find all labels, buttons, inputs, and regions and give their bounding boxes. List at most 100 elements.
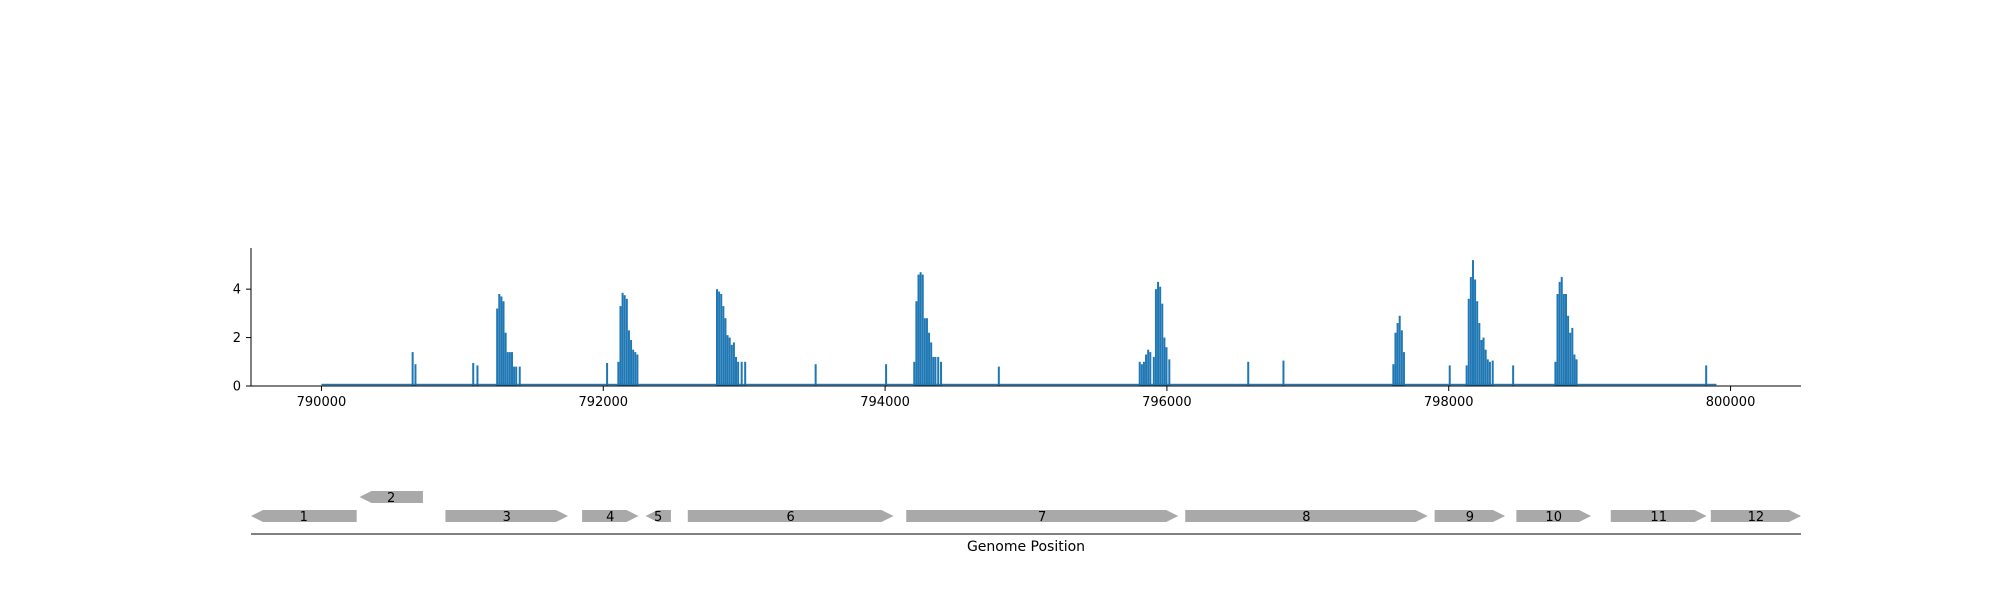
coverage-bar bbox=[1573, 354, 1576, 386]
coverage-bar bbox=[1168, 359, 1171, 386]
gene-arrow bbox=[1516, 510, 1592, 522]
coverage-bar bbox=[1157, 281, 1160, 386]
coverage-bar bbox=[1394, 332, 1397, 386]
coverage-bar bbox=[414, 364, 417, 386]
coverage-bar bbox=[634, 352, 637, 386]
coverage-bar bbox=[472, 363, 475, 386]
coverage-bar bbox=[1471, 260, 1474, 386]
coverage-bar bbox=[1575, 359, 1578, 386]
coverage-bar bbox=[1161, 303, 1164, 386]
coverage-bar bbox=[718, 291, 721, 386]
gene-label: 1 bbox=[300, 510, 308, 525]
coverage-bar bbox=[1554, 361, 1557, 386]
y-tick-label: 4 bbox=[233, 283, 241, 298]
coverage-baseline bbox=[321, 383, 1717, 386]
coverage-bar bbox=[1147, 349, 1150, 386]
coverage-bar bbox=[508, 352, 511, 386]
coverage-bars bbox=[321, 260, 1717, 386]
x-tick-label: 800000 bbox=[1706, 395, 1756, 410]
coverage-bar bbox=[1476, 301, 1479, 386]
coverage-bar bbox=[518, 366, 521, 386]
coverage-bar bbox=[1474, 279, 1477, 386]
coverage-bar bbox=[623, 295, 626, 386]
x-tick-label: 798000 bbox=[1424, 395, 1474, 410]
gene-label: 3 bbox=[503, 510, 511, 525]
coverage-bar bbox=[1469, 277, 1472, 386]
coverage-bar bbox=[928, 332, 931, 386]
gene-label: 6 bbox=[787, 510, 795, 525]
gene-label: 12 bbox=[1748, 510, 1765, 525]
y-tick-label: 2 bbox=[233, 331, 241, 346]
coverage-bar bbox=[1282, 360, 1285, 386]
coverage-bar bbox=[1402, 352, 1405, 386]
coverage-bar bbox=[730, 344, 733, 386]
gene-arrow bbox=[687, 510, 894, 522]
coverage-plot: 790000 792000 794000 796000 798000 800000 0 2 4 bbox=[233, 248, 1801, 410]
coverage-bar bbox=[621, 292, 624, 386]
coverage-bar bbox=[411, 352, 414, 386]
coverage-bar bbox=[930, 342, 933, 386]
coverage-bar bbox=[1140, 364, 1143, 386]
coverage-bar bbox=[1400, 330, 1403, 386]
gene-map-xlabel: Genome Position bbox=[967, 539, 1085, 555]
coverage-bar bbox=[1491, 360, 1494, 386]
x-tick-label: 790000 bbox=[297, 395, 347, 410]
coverage-bar bbox=[476, 365, 479, 386]
coverage-bar bbox=[1465, 365, 1468, 386]
coverage-bar bbox=[504, 332, 507, 386]
coverage-bar bbox=[617, 361, 620, 386]
coverage-bar bbox=[720, 294, 723, 386]
coverage-bar bbox=[515, 366, 518, 386]
coverage-bar bbox=[1567, 315, 1570, 386]
coverage-bar bbox=[625, 298, 628, 386]
coverage-bar bbox=[513, 366, 516, 386]
coverage-bar bbox=[1145, 354, 1148, 386]
coverage-bar bbox=[923, 318, 926, 386]
gene-arrow bbox=[582, 510, 639, 522]
coverage-bar bbox=[728, 337, 731, 386]
coverage-bar bbox=[627, 330, 630, 386]
coverage-bar bbox=[1165, 347, 1168, 386]
gene-arrow bbox=[645, 510, 671, 522]
coverage-bar bbox=[1138, 361, 1141, 386]
coverage-bar bbox=[726, 335, 729, 386]
coverage-bar bbox=[1163, 337, 1166, 386]
coverage-bar bbox=[1558, 281, 1561, 386]
coverage-bar bbox=[722, 306, 725, 386]
coverage-bar bbox=[1486, 359, 1489, 386]
gene-label: 10 bbox=[1545, 510, 1562, 525]
coverage-bar bbox=[500, 296, 503, 386]
coverage-bar bbox=[606, 363, 609, 386]
coverage-bar bbox=[1482, 337, 1485, 386]
gene-arrow bbox=[1185, 510, 1428, 522]
coverage-bar bbox=[925, 318, 928, 386]
y-axis-ticks: 0 2 4 bbox=[233, 283, 251, 395]
coverage-bar bbox=[1478, 323, 1481, 386]
coverage-bar bbox=[496, 308, 499, 386]
coverage-bar bbox=[636, 354, 639, 386]
coverage-bar bbox=[724, 318, 727, 386]
coverage-bar bbox=[921, 274, 924, 386]
coverage-bar bbox=[716, 289, 718, 386]
coverage-bar bbox=[740, 361, 743, 386]
coverage-bar bbox=[1247, 361, 1250, 386]
gene-label: 9 bbox=[1466, 510, 1474, 525]
x-tick-label: 796000 bbox=[1142, 395, 1192, 410]
coverage-bar bbox=[630, 340, 633, 386]
x-axis-ticks: 790000 792000 794000 796000 798000 800000 bbox=[297, 386, 1756, 410]
coverage-bar bbox=[1569, 332, 1572, 386]
coverage-bar bbox=[1467, 298, 1470, 386]
coverage-bar bbox=[1564, 294, 1567, 386]
coverage-bar bbox=[940, 361, 943, 386]
coverage-bar bbox=[506, 352, 509, 386]
gene-arrow bbox=[1710, 510, 1801, 522]
coverage-bar bbox=[1396, 323, 1399, 386]
coverage-bar bbox=[885, 364, 888, 386]
coverage-bar bbox=[1149, 352, 1152, 386]
coverage-bar bbox=[1560, 277, 1563, 386]
gene-arrow bbox=[445, 510, 569, 522]
coverage-bar bbox=[1484, 349, 1487, 386]
coverage-bar bbox=[1159, 286, 1162, 386]
coverage-bar bbox=[510, 352, 513, 386]
